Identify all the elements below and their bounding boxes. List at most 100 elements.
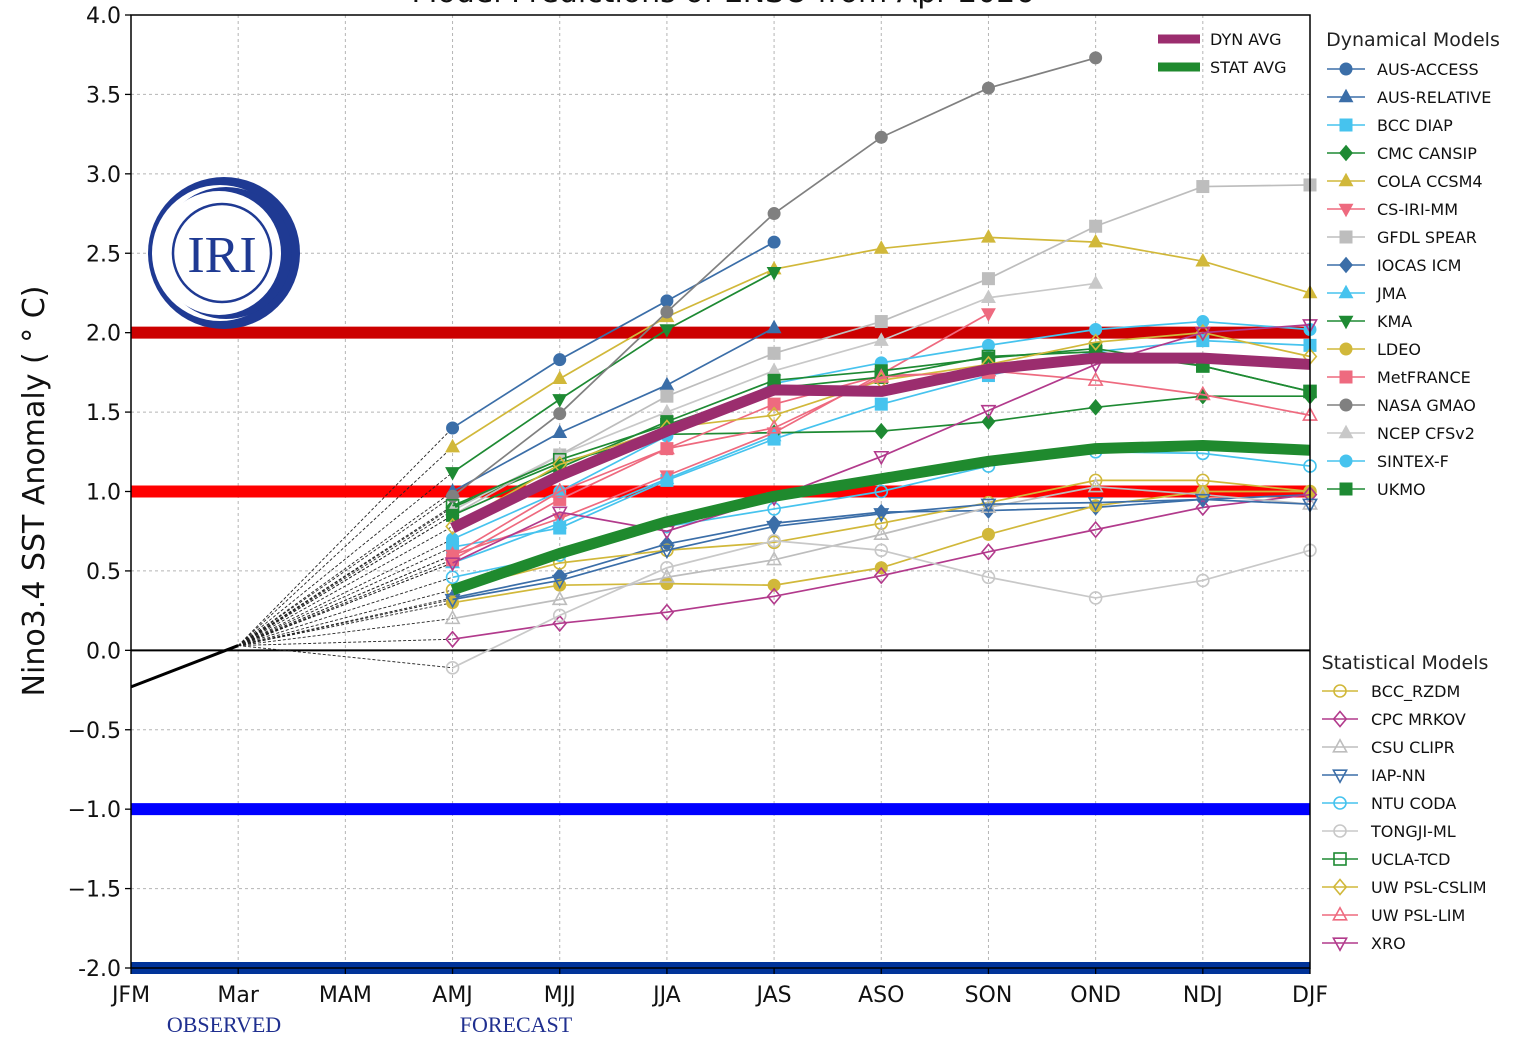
x-tick-label: SON xyxy=(965,983,1013,1008)
legend-label: NTU CODA xyxy=(1371,794,1456,813)
legend-marker xyxy=(1333,684,1347,698)
legend-marker xyxy=(1339,118,1353,132)
data-point xyxy=(446,421,460,435)
forecast-link xyxy=(238,589,453,647)
series-line xyxy=(452,435,775,564)
data-point xyxy=(1087,497,1104,512)
series-cs-iri-mm xyxy=(445,308,996,564)
y-tick-label: 0.5 xyxy=(86,560,121,585)
data-point xyxy=(445,498,460,513)
data-point xyxy=(767,397,781,411)
forecast-link xyxy=(237,495,453,646)
statistical-legend-title: Statistical Models xyxy=(1322,652,1489,674)
x-tick-label: MJJ xyxy=(544,983,576,1008)
legend-item-jma: JMA xyxy=(1327,284,1407,303)
legend-marker xyxy=(1332,769,1348,784)
data-point xyxy=(766,267,782,281)
y-tick-label: −1.5 xyxy=(68,878,121,903)
legend-marker xyxy=(1333,796,1347,810)
x-tick-label: JFM xyxy=(110,983,150,1008)
data-point xyxy=(981,413,996,430)
legend-label: AUS-ACCESS xyxy=(1377,60,1479,79)
x-tick-label: JJA xyxy=(651,983,681,1008)
series-uw-psl-lim xyxy=(444,361,1318,561)
data-point xyxy=(874,516,889,531)
observed-line xyxy=(130,644,239,689)
data-point xyxy=(767,533,781,548)
data-point xyxy=(659,324,675,338)
legend-item-cpc-mrkov: CPC MRKOV xyxy=(1322,710,1466,729)
data-point xyxy=(552,394,568,408)
data-point xyxy=(873,332,889,346)
data-point xyxy=(767,207,781,221)
series-sintex-f xyxy=(446,315,1317,546)
series-line xyxy=(452,539,1311,669)
data-point xyxy=(874,484,889,499)
legend-marker xyxy=(1339,62,1353,76)
legend-label: LDEO xyxy=(1377,340,1421,359)
data-point xyxy=(660,305,674,319)
data-point xyxy=(660,389,674,403)
legend-label-dyn-avg: DYN AVG xyxy=(1210,30,1282,49)
legend-marker xyxy=(1338,172,1354,187)
data-point xyxy=(980,498,997,514)
series-line xyxy=(452,331,1311,528)
series-line xyxy=(452,485,1311,620)
data-point xyxy=(551,482,568,498)
data-point xyxy=(660,560,674,575)
legend-marker xyxy=(1333,852,1347,866)
series-iap-nn xyxy=(444,493,1318,609)
data-point xyxy=(873,368,890,383)
data-point xyxy=(1196,573,1210,588)
legend-item-csu-clipr: CSU CLIPR xyxy=(1322,738,1455,757)
forecast-dashed-links xyxy=(237,427,453,669)
data-point xyxy=(981,495,996,510)
series-line xyxy=(452,498,1311,601)
forecast-link xyxy=(238,562,453,646)
legend-item-tongji-ml: TONGJI-ML xyxy=(1322,822,1456,841)
legend-item-ucla-tcd: UCLA-TCD xyxy=(1322,850,1450,869)
y-tick-label: 2.0 xyxy=(86,322,121,347)
data-point xyxy=(660,294,674,308)
data-point xyxy=(1195,498,1211,517)
legend-label: COLA CCSM4 xyxy=(1377,172,1483,191)
series-line xyxy=(452,371,989,561)
series-line xyxy=(452,241,775,429)
data-point xyxy=(552,515,568,529)
data-point xyxy=(767,502,781,516)
x-tick-label: NDJ xyxy=(1183,983,1223,1008)
legend-item-cmc-cansip: CMC CANSIP xyxy=(1327,144,1477,163)
legend-label: IOCAS ICM xyxy=(1377,256,1461,275)
y-axis-label: Nino3.4 SST Anomaly ( ° C) xyxy=(17,286,52,697)
series-line xyxy=(452,312,989,556)
series-tongji-ml xyxy=(445,533,1317,675)
forecast-link xyxy=(237,446,453,646)
data-point xyxy=(873,566,889,585)
data-point xyxy=(1196,180,1210,194)
data-point xyxy=(981,338,995,352)
data-point xyxy=(766,419,783,434)
y-tick-label: 3.5 xyxy=(86,83,121,108)
data-point xyxy=(980,404,997,420)
forecast-link xyxy=(238,602,453,647)
legend-marker xyxy=(1339,482,1353,496)
legend-label: TONGJI-ML xyxy=(1370,822,1456,841)
data-point xyxy=(1088,233,1104,248)
legend-item-uw-psl-lim: UW PSL-LIM xyxy=(1322,906,1465,925)
data-point xyxy=(873,240,889,254)
data-point xyxy=(766,406,782,425)
legend-label: UW PSL-CSLIM xyxy=(1371,878,1487,897)
data-point xyxy=(551,590,568,606)
legend-marker xyxy=(1339,144,1353,162)
observed-label: OBSERVED xyxy=(167,1012,281,1037)
logo-text: IRI xyxy=(187,227,256,284)
legend-marker xyxy=(1332,738,1348,753)
legend-item-sintex-f: SINTEX-F xyxy=(1327,452,1449,471)
x-tick-label: MAM xyxy=(319,983,372,1008)
data-point xyxy=(551,506,568,522)
data-point xyxy=(553,353,567,367)
data-point xyxy=(1088,520,1103,539)
legend-item-ldeo: LDEO xyxy=(1327,340,1421,359)
observed-segment xyxy=(130,644,239,689)
